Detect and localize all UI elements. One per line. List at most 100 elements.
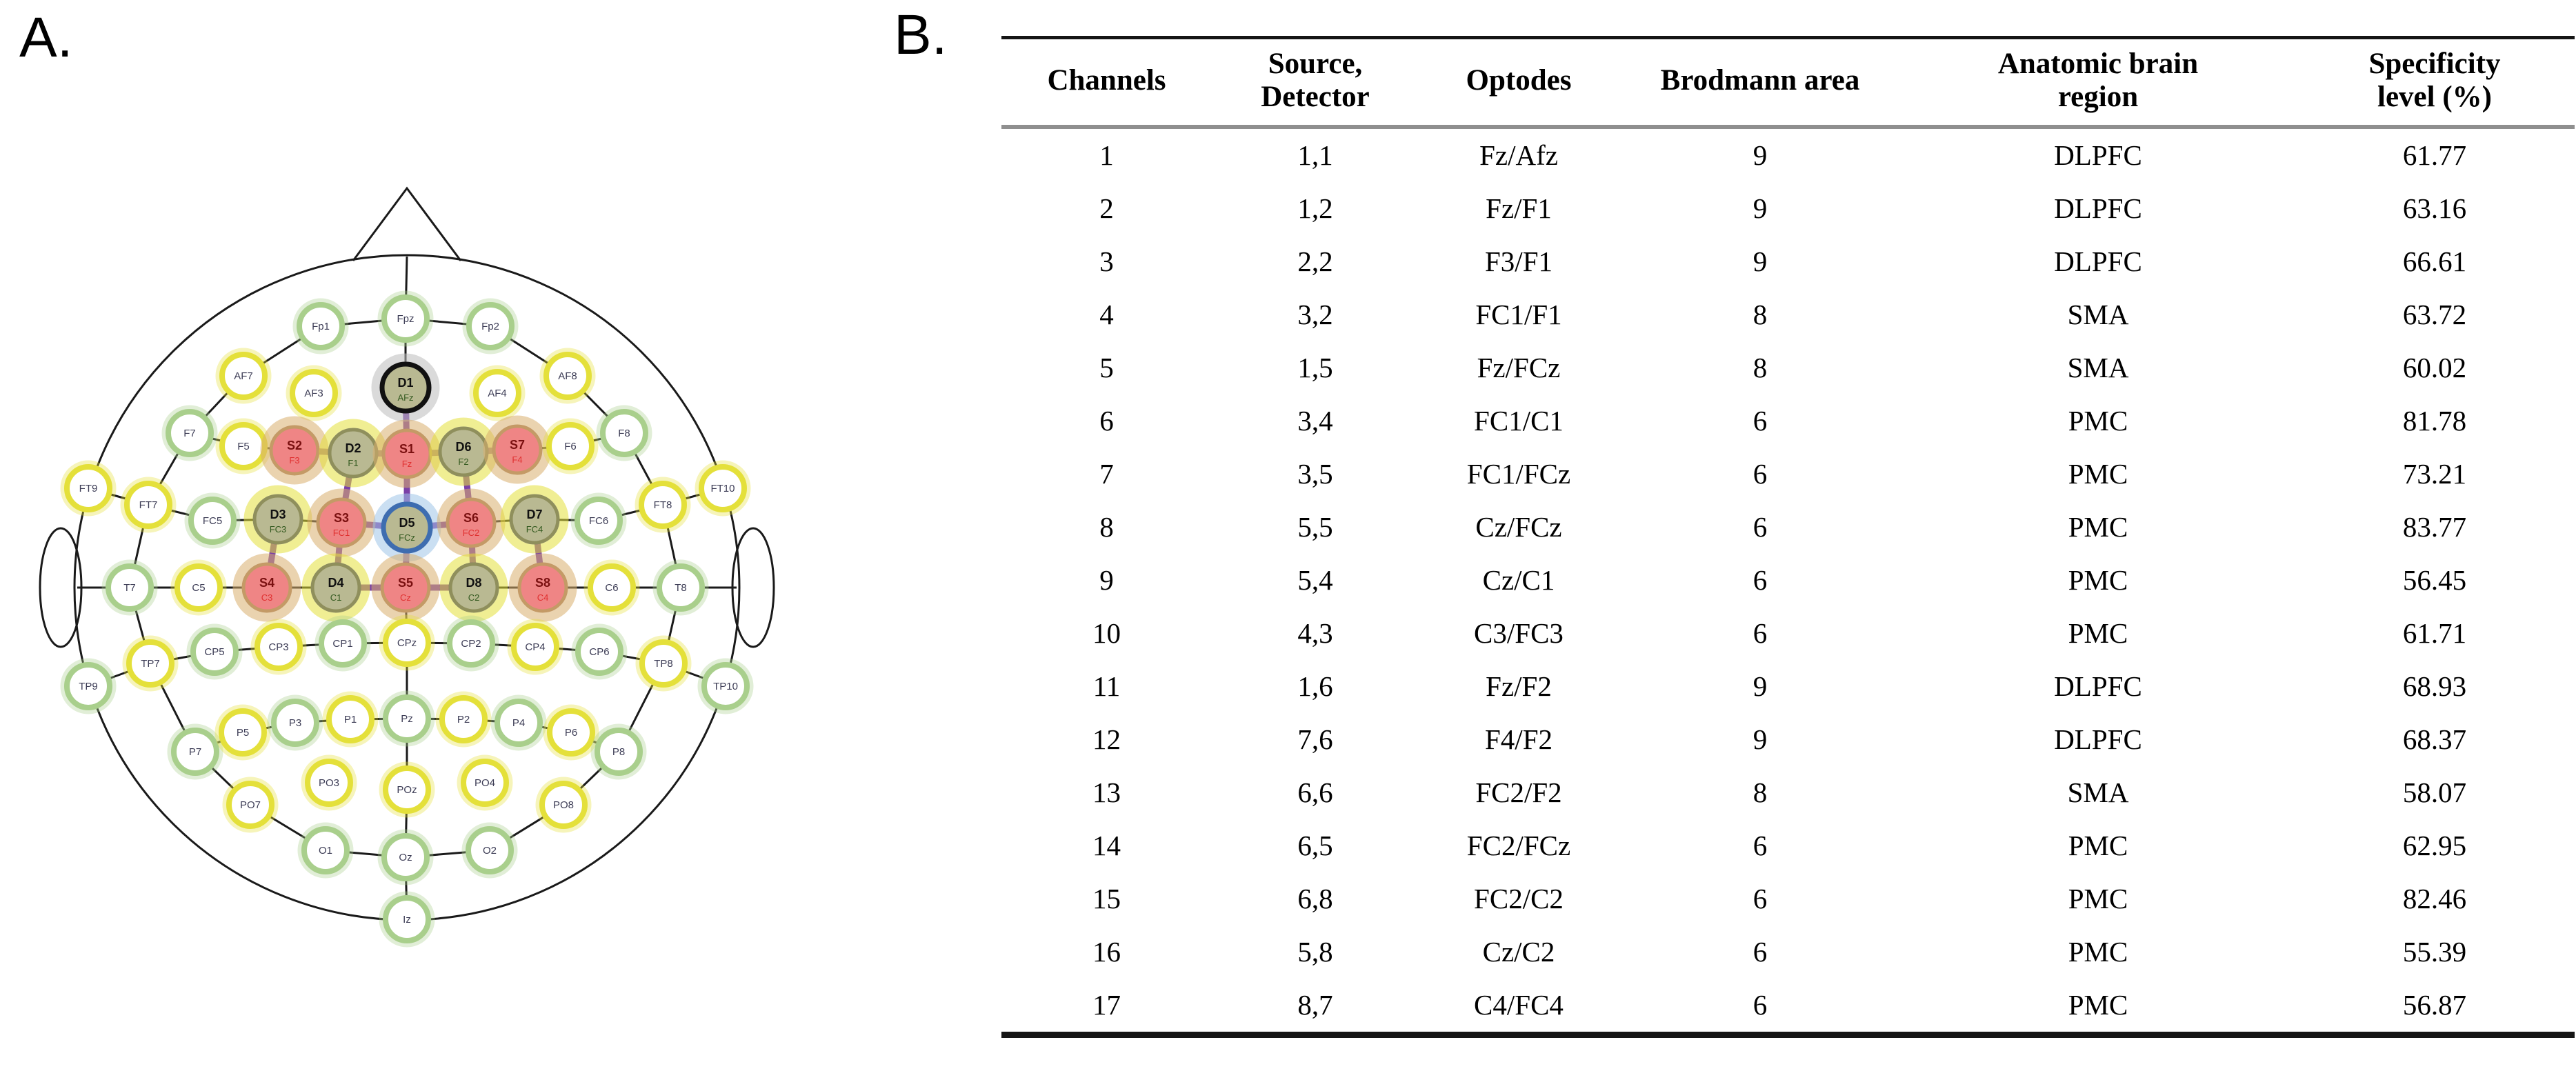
table-cell: 17 (1092, 989, 1121, 1021)
table-cell: 82.46 (2402, 883, 2467, 915)
table-cell: 6,8 (1297, 883, 1333, 915)
electrode-P6: P6 (543, 704, 599, 761)
electrode-label: F1 (348, 458, 358, 468)
table-cell: 1,5 (1297, 352, 1333, 384)
optode-label: S7 (510, 438, 525, 452)
electrode-label: F7 (183, 428, 196, 439)
table-cell: 3,4 (1297, 405, 1333, 437)
electrode-P3: P3 (267, 694, 323, 751)
electrode-label: C5 (192, 582, 205, 594)
electrode-label: FCz (399, 532, 415, 543)
electrode-FCz: D5 FCz (372, 493, 441, 562)
electrode-label: Iz (403, 914, 411, 925)
electrode-CP3: CP3 (250, 619, 307, 675)
table-cell: 63.16 (2402, 192, 2467, 225)
channel-table-panel: Channels Source, Detector Optodes Brodmann … (1001, 36, 2575, 1039)
table-cell: 6 (1753, 617, 1768, 650)
table-cell: 9 (1753, 192, 1768, 225)
table-cell: 6 (1753, 405, 1768, 437)
table-cell: PMC (2068, 883, 2128, 915)
electrode-label: AF3 (304, 388, 323, 399)
table-cell: SMA (2067, 299, 2129, 331)
electrode-label: F4 (512, 454, 522, 465)
electrode-label: POz (397, 784, 417, 796)
electrode-label: P2 (457, 714, 470, 725)
table-cell: PMC (2068, 989, 2128, 1021)
electrode-O1: O1 (297, 822, 354, 879)
electrode-P7: P7 (167, 723, 223, 780)
electrode-O2: O2 (461, 822, 518, 879)
electrode-AF4: AF4 (469, 365, 526, 421)
table-cell: DLPFC (2054, 139, 2142, 172)
column-header-2: Optodes (1419, 37, 1619, 130)
table-cell: FC1/C1 (1474, 405, 1564, 437)
table-cell: FC2/C2 (1474, 883, 1564, 915)
table-cell: 4,3 (1297, 617, 1333, 650)
electrode-P4: P4 (490, 694, 547, 751)
table-cell: 8,7 (1297, 989, 1333, 1021)
optode-label: S5 (398, 576, 413, 590)
table-cell: 6 (1753, 458, 1768, 490)
electrode-label: CP2 (461, 638, 481, 650)
electrode-label: CP6 (589, 646, 609, 658)
electrode-AF7: AF7 (215, 348, 272, 404)
table-cell: 3 (1099, 246, 1114, 278)
electrode-label: F6 (564, 441, 577, 452)
electrode-P5: P5 (214, 704, 271, 761)
electrode-TP10: TP10 (697, 658, 754, 714)
electrode-CP1: CP1 (314, 615, 371, 672)
table-cell: 5,8 (1297, 936, 1333, 968)
table-body: 1 1,1 Fz/Afz 9 DLPFC 61.77 2 1,2 Fz/F1 9 DLPFC 63.1… (1001, 127, 2575, 1035)
electrode-label: P5 (237, 727, 249, 739)
table-cell: PMC (2068, 936, 2128, 968)
table-row: 17 8,7 C4/FC4 6 PMC 56.87 (1001, 979, 2575, 1035)
electrode-PO8: PO8 (535, 777, 592, 833)
electrode-FT7: FT7 (120, 477, 177, 533)
table-row: 2 1,2 Fz/F1 9 DLPFC 63.16 (1001, 182, 2575, 235)
table-cell: 6 (1753, 511, 1768, 543)
electrode-CP5: CP5 (186, 623, 243, 680)
optode-label: D8 (466, 576, 481, 590)
electrode-POz: POz (379, 761, 435, 818)
electrode-Iz: Iz (379, 891, 435, 948)
table-cell: 1,6 (1297, 670, 1333, 703)
channel-table: Channels Source, Detector Optodes Brodmann … (1001, 36, 2575, 1039)
electrode-label: FT9 (79, 483, 98, 494)
table-cell: Fz/FCz (1477, 352, 1561, 384)
table-row: 9 5,4 Cz/C1 6 PMC 56.45 (1001, 554, 2575, 607)
table-cell: 10 (1092, 617, 1121, 650)
table-cell: 6,6 (1297, 777, 1333, 809)
electrode-AF8: AF8 (539, 348, 596, 404)
electrode-label: PO4 (475, 777, 495, 789)
electrode-FT8: FT8 (635, 477, 691, 533)
table-cell: 9 (1753, 723, 1768, 756)
table-header: Channels Source, Detector Optodes Brodmann … (1001, 37, 2575, 130)
table-cell: PMC (2068, 458, 2128, 490)
table-cell: 15 (1092, 883, 1121, 915)
optode-label: D3 (270, 508, 286, 521)
table-cell: 6 (1753, 830, 1768, 862)
table-cell: DLPFC (2054, 723, 2142, 756)
optode-label: D6 (455, 440, 471, 454)
electrode-Fz: S1 Fz (372, 419, 441, 488)
electrode-label: TP10 (713, 681, 738, 692)
table-cell: 56.87 (2402, 989, 2467, 1021)
table-cell: 7,6 (1297, 723, 1333, 756)
electrode-CP6: CP6 (571, 623, 628, 680)
table-cell: 68.37 (2402, 723, 2467, 756)
table-cell: FC2/F2 (1475, 777, 1562, 809)
optode-label: S2 (287, 439, 302, 452)
electrode-label: P4 (512, 717, 525, 729)
electrode-F6: F6 (542, 418, 599, 474)
eeg-head-map: Fp1 Fpz Fp2 AF7 AF3 D1 AFz AF4 AF8 F7 F5 S2 F3 D2 F1 S1… (0, 0, 903, 1088)
table-cell: 61.77 (2402, 139, 2467, 172)
electrode-label: C3 (261, 592, 273, 603)
electrode-label: C6 (605, 582, 618, 594)
table-cell: 8 (1753, 352, 1768, 384)
electrode-Pz: Pz (379, 690, 435, 747)
table-row: 15 6,8 FC2/C2 6 PMC 82.46 (1001, 872, 2575, 925)
table-cell: 58.07 (2402, 777, 2467, 809)
table-cell: Fz/F1 (1486, 192, 1552, 225)
